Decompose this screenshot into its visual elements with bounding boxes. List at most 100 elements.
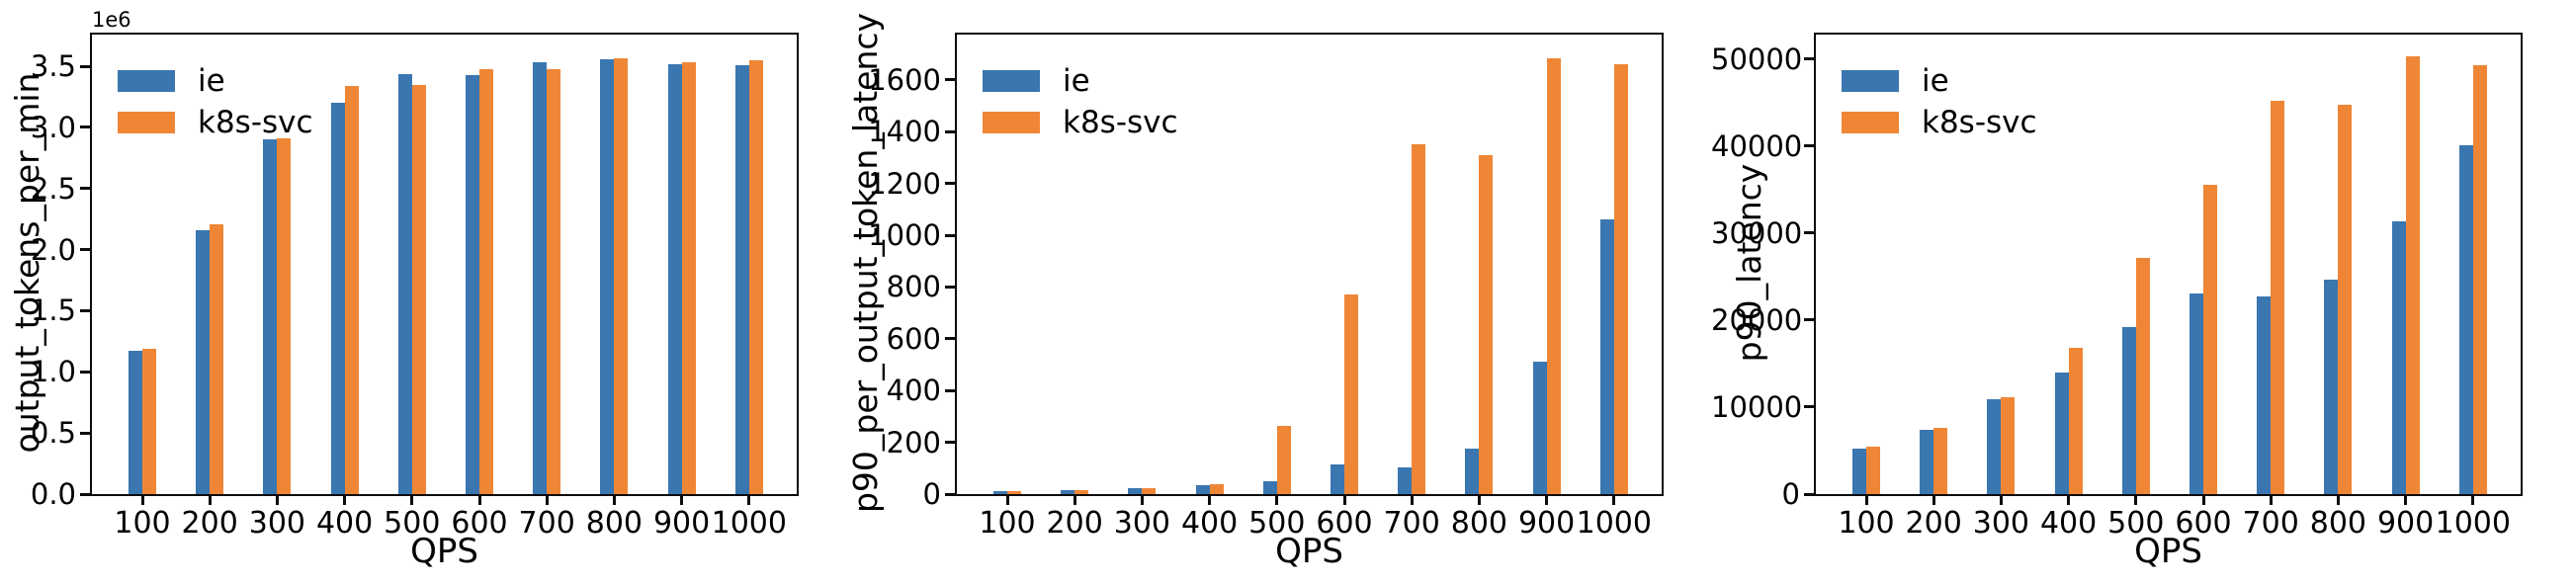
x-tick-label: 200: [181, 506, 238, 541]
bar-ie-qps-600: [1331, 463, 1344, 494]
y-tick-mark: [1804, 492, 1814, 496]
legend-label-k8s-svc: k8s-svc: [198, 105, 313, 140]
x-tick-mark: [545, 496, 549, 505]
x-tick-label: 800: [2309, 506, 2367, 541]
x-axis-label: QPS: [2134, 532, 2202, 571]
bar-k8s-svc-qps-300: [1142, 487, 1157, 494]
x-tick-label: 500: [2107, 506, 2165, 541]
x-tick-mark: [1410, 496, 1414, 505]
bar-k8s-svc-qps-300: [277, 138, 292, 494]
y-tick-label: 3.5: [30, 49, 76, 84]
x-tick-mark: [140, 496, 144, 505]
y-tick-mark: [945, 285, 955, 289]
bar-ie-qps-800: [1465, 449, 1480, 494]
legend-label-ie: ie: [1922, 63, 1949, 99]
y-tick-label: 600: [886, 321, 941, 356]
x-tick-label: 200: [1046, 506, 1103, 541]
y-tick-mark: [1804, 405, 1814, 409]
x-tick-mark: [2201, 496, 2205, 505]
x-tick-mark: [680, 496, 684, 505]
x-tick-mark: [1005, 496, 1009, 505]
y-tick-mark: [1804, 144, 1814, 148]
x-tick-label: 700: [518, 506, 575, 541]
y-tick-label: 3.0: [30, 110, 76, 144]
legend-label-ie: ie: [1063, 63, 1090, 99]
bar-ie-qps-100: [1852, 449, 1866, 494]
bar-k8s-svc-qps-900: [681, 62, 696, 494]
legend-item-ie: ie: [983, 60, 1178, 102]
x-tick-mark: [208, 496, 212, 505]
x-tick-label: 600: [2175, 506, 2232, 541]
x-tick-mark: [1999, 496, 2003, 505]
y-tick-label: 50000: [1711, 42, 1803, 76]
bar-ie-qps-100: [129, 351, 142, 494]
bar-ie-qps-200: [1920, 429, 1934, 494]
y-axis-label: output_tokens_per_min: [8, 72, 46, 454]
bar-k8s-svc-qps-200: [1933, 428, 1948, 494]
chart-output-tokens-per-min: output_tokens_per_min 1e6 ie k8s-svc QPS…: [0, 0, 858, 585]
bar-ie-qps-500: [2121, 326, 2136, 494]
y-tick-label: 200: [886, 425, 941, 460]
y-tick-label: 30000: [1711, 215, 1803, 250]
x-tick-label: 900: [2376, 506, 2435, 541]
x-tick-mark: [477, 496, 481, 505]
y-tick-mark: [945, 492, 955, 496]
bar-ie-qps-500: [1262, 480, 1277, 494]
y-tick-label: 0.0: [30, 477, 76, 511]
legend: ie k8s-svc: [983, 60, 1178, 143]
bar-k8s-svc-qps-300: [2001, 397, 2016, 494]
chart-p90-per-output-token-latency: p90_per_output_token_latency ie k8s-svc …: [846, 0, 1716, 585]
bar-k8s-svc-qps-1000: [2472, 64, 2487, 494]
x-tick-label: 700: [2242, 506, 2299, 541]
x-tick-label: 100: [114, 506, 171, 541]
legend-swatch-ie: [118, 70, 175, 92]
x-tick-mark: [343, 496, 347, 505]
y-tick-label: 0: [1781, 477, 1800, 511]
x-axis-label: QPS: [410, 532, 478, 571]
y-tick-label: 1600: [868, 62, 941, 97]
x-tick-label: 100: [1838, 506, 1895, 541]
legend-swatch-k8s-svc: [983, 112, 1040, 133]
x-tick-mark: [612, 496, 616, 505]
legend-swatch-k8s-svc: [1842, 112, 1899, 133]
y-tick-label: 1.5: [30, 293, 76, 328]
bar-ie-qps-600: [466, 74, 479, 494]
y-tick-label: 1000: [868, 218, 941, 253]
x-tick-mark: [1140, 496, 1144, 505]
x-tick-mark: [1342, 496, 1346, 505]
y-tick-label: 20000: [1711, 302, 1803, 337]
x-tick-label: 900: [1517, 506, 1576, 541]
y-tick-mark: [80, 370, 90, 374]
y-axis-label: p90_per_output_token_latency: [846, 12, 885, 514]
x-tick-mark: [747, 496, 751, 505]
y-tick-mark: [945, 388, 955, 392]
bar-k8s-svc-qps-200: [1074, 489, 1089, 494]
x-tick-mark: [1545, 496, 1549, 505]
y-tick-label: 1400: [868, 115, 941, 149]
legend: ie k8s-svc: [1842, 60, 2037, 143]
y-tick-label: 800: [886, 270, 941, 304]
x-tick-mark: [2269, 496, 2273, 505]
bar-k8s-svc-qps-800: [614, 57, 629, 494]
legend-swatch-ie: [1842, 70, 1899, 92]
bar-ie-qps-1000: [734, 64, 749, 494]
bar-ie-qps-200: [196, 229, 211, 494]
bar-ie-qps-200: [1061, 489, 1075, 494]
y-tick-label: 1.0: [30, 355, 76, 389]
bar-k8s-svc-qps-100: [1007, 491, 1021, 494]
bar-k8s-svc-qps-700: [547, 68, 561, 494]
bar-ie-qps-800: [2324, 280, 2339, 494]
bar-ie-qps-300: [263, 139, 278, 494]
y-tick-label: 40000: [1711, 128, 1803, 163]
bar-ie-qps-900: [1532, 362, 1547, 494]
y-tick-mark: [945, 441, 955, 445]
bar-k8s-svc-qps-400: [2068, 348, 2083, 494]
bar-k8s-svc-qps-600: [1344, 294, 1358, 494]
legend-label-k8s-svc: k8s-svc: [1922, 105, 2037, 140]
legend-item-ie: ie: [1842, 60, 2037, 102]
x-tick-label: 700: [1383, 506, 1440, 541]
y-tick-mark: [1804, 57, 1814, 61]
x-tick-mark: [2134, 496, 2138, 505]
y-tick-mark: [80, 492, 90, 496]
